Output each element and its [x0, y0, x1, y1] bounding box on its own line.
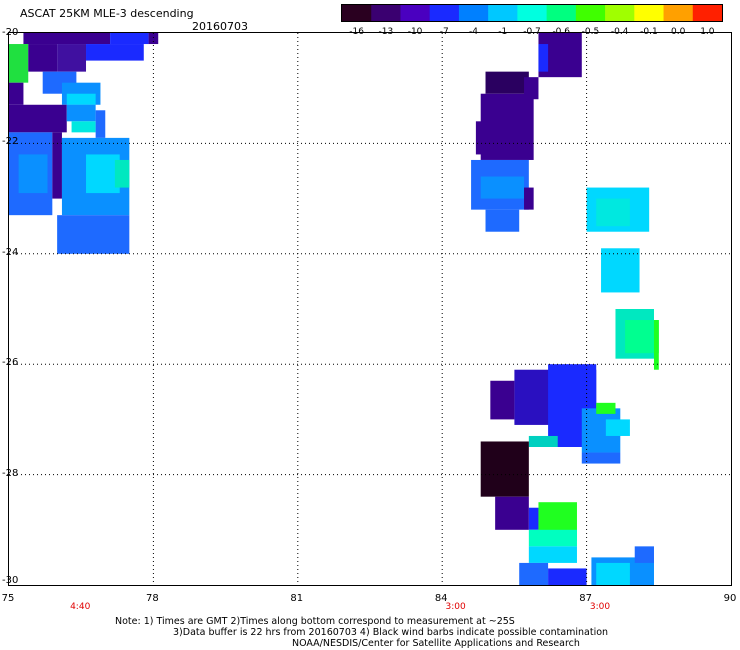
swath-cell	[605, 419, 630, 436]
swath-cell	[9, 82, 24, 105]
swath-cell	[653, 320, 659, 370]
lon-label: 90	[723, 593, 737, 604]
lon-label: 75	[1, 593, 15, 604]
plot-date: 20160703	[192, 20, 248, 33]
swath-cell	[538, 44, 549, 72]
swath-cell	[57, 215, 130, 254]
swath-cell	[601, 248, 640, 293]
colorbar-segment	[663, 5, 694, 21]
colorbar-gradient	[342, 5, 722, 21]
swath-cell	[480, 441, 529, 497]
time-label: 3:00	[445, 602, 466, 612]
swath-layer	[9, 33, 731, 585]
lat-label: -26	[2, 357, 19, 369]
colorbar-segment	[458, 5, 489, 21]
swath-cell	[581, 452, 621, 464]
lat-label: -30	[2, 575, 19, 586]
swath-cell	[71, 121, 96, 133]
lat-label: -22	[2, 136, 19, 148]
swath-cell	[18, 154, 48, 194]
swath-cell	[86, 44, 144, 61]
swath-cell	[528, 529, 577, 547]
swath-cell	[528, 435, 558, 447]
note-line-1: Note: 1) Times are GMT 2)Times along bot…	[115, 616, 515, 627]
colorbar-segment	[488, 5, 518, 21]
swath-cell	[625, 320, 659, 354]
swath-cell	[110, 33, 149, 45]
swath-cell	[490, 380, 515, 420]
swath-cell	[95, 110, 106, 138]
swath-cell	[480, 176, 525, 199]
swath-cell	[634, 546, 654, 563]
swath-cell	[23, 33, 111, 45]
colorbar-segment	[371, 5, 401, 21]
swath-cell	[114, 159, 130, 188]
colorbar-segment	[634, 5, 665, 21]
colorbar-segment	[517, 5, 548, 21]
swath-cell	[596, 562, 630, 585]
plot-title: ASCAT 25KM MLE-3 descending	[20, 7, 194, 20]
map-plot	[8, 32, 732, 586]
swath-cell	[9, 44, 29, 83]
swath-cell	[528, 507, 539, 530]
lon-label: 87	[579, 593, 592, 604]
swath-cell	[485, 209, 520, 232]
lat-label: -20	[2, 27, 19, 38]
swath-cell	[9, 104, 67, 133]
swath-cell	[495, 496, 529, 530]
colorbar-segment	[342, 5, 372, 21]
swath-cell	[86, 154, 120, 194]
swath-cell	[596, 402, 616, 414]
swath-cell	[524, 187, 534, 210]
swath-cell	[66, 104, 96, 122]
lon-label: 84	[434, 593, 448, 604]
lat-label: -24	[2, 246, 19, 258]
colorbar-segment	[400, 5, 431, 21]
time-label: 4:40	[70, 602, 91, 612]
colorbar-segment	[692, 5, 722, 21]
lat-label: -28	[2, 467, 19, 479]
swath-cell	[519, 562, 549, 585]
colorbar-segment	[429, 5, 460, 21]
swath-cell	[548, 568, 587, 585]
swath-cell	[475, 121, 500, 155]
swath-cell	[148, 33, 159, 45]
colorbar	[341, 4, 723, 22]
colorbar-segment	[546, 5, 577, 21]
lon-label: 78	[146, 593, 159, 604]
swath-cell	[28, 44, 58, 72]
lon-label: 81	[290, 593, 304, 604]
swath-cell	[52, 132, 62, 199]
swath-cell	[485, 71, 529, 94]
swath-cell	[528, 546, 577, 563]
note-line-3: NOAA/NESDIS/Center for Satellite Applica…	[292, 638, 580, 649]
swath-cell	[57, 44, 87, 72]
colorbar-segment	[605, 5, 635, 21]
note-line-2: 3)Data buffer is 22 hrs from 20160703 4)…	[173, 627, 609, 638]
swath-cell	[66, 93, 96, 105]
time-label: 3:00	[589, 602, 611, 612]
colorbar-segment	[575, 5, 606, 21]
swath-cell	[596, 198, 630, 227]
